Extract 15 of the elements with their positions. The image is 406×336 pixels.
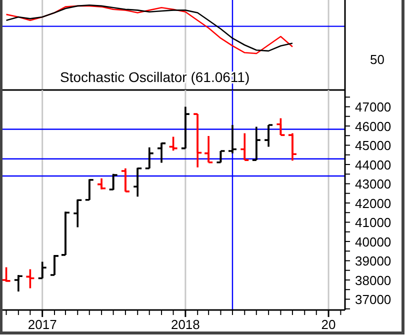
y-tick-label: 37000	[355, 292, 392, 308]
y-tick-label: 44000	[355, 157, 392, 172]
y-tick-label: 40000	[355, 234, 392, 250]
x-tick-label: 2018	[170, 317, 200, 332]
x-tick-label: 2017	[28, 317, 57, 332]
y-tick-label: 47000	[355, 100, 392, 115]
y-tick-label: 42000	[355, 196, 392, 211]
y-tick-label: 45000	[355, 138, 392, 154]
x-tick-label: 20	[321, 317, 336, 332]
y-tick-label: 38000	[355, 272, 392, 288]
y-tick-label: 46000	[355, 118, 392, 134]
y-tick-label: 39000	[355, 254, 392, 269]
y-tick-label: 43000	[355, 176, 392, 192]
text: 50	[370, 52, 384, 67]
y-tick-label: 41000	[355, 215, 392, 230]
